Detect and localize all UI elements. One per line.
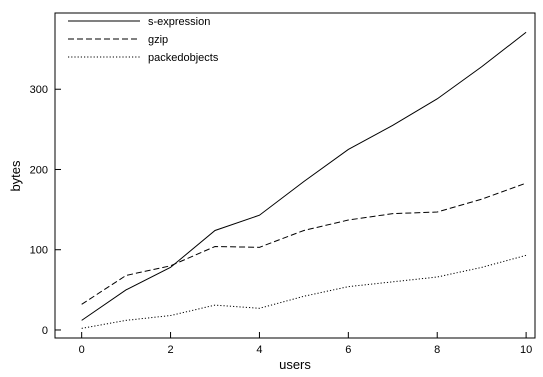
series-lines bbox=[81, 31, 527, 329]
y-tick-label: 200 bbox=[30, 164, 48, 176]
y-tick-label: 0 bbox=[42, 325, 48, 337]
x-tick-label: 2 bbox=[167, 344, 173, 356]
legend: s-expression gzip packedobjects bbox=[68, 16, 219, 64]
y-tick-label: 100 bbox=[30, 245, 48, 257]
x-tick-label: 10 bbox=[520, 344, 532, 356]
legend-label: s-expression bbox=[148, 16, 210, 28]
y-axis-ticks: 0 100 200 300 bbox=[30, 84, 61, 337]
series-line-gzip bbox=[81, 182, 527, 305]
plot-frame bbox=[54, 12, 536, 339]
y-tick-label: 300 bbox=[30, 84, 48, 96]
x-tick-label: 6 bbox=[345, 344, 351, 356]
legend-label: gzip bbox=[148, 34, 168, 46]
x-tick-label: 0 bbox=[79, 344, 85, 356]
legend-label: packedobjects bbox=[148, 52, 219, 64]
x-tick-label: 8 bbox=[434, 344, 440, 356]
series-line-packedobjects bbox=[81, 254, 527, 329]
x-axis-ticks: 0 2 4 6 8 10 bbox=[79, 332, 532, 356]
y-axis-label: bytes bbox=[8, 160, 23, 192]
x-tick-label: 4 bbox=[256, 344, 262, 356]
series-line-s-expression bbox=[81, 31, 527, 321]
x-axis-label: users bbox=[279, 357, 311, 372]
